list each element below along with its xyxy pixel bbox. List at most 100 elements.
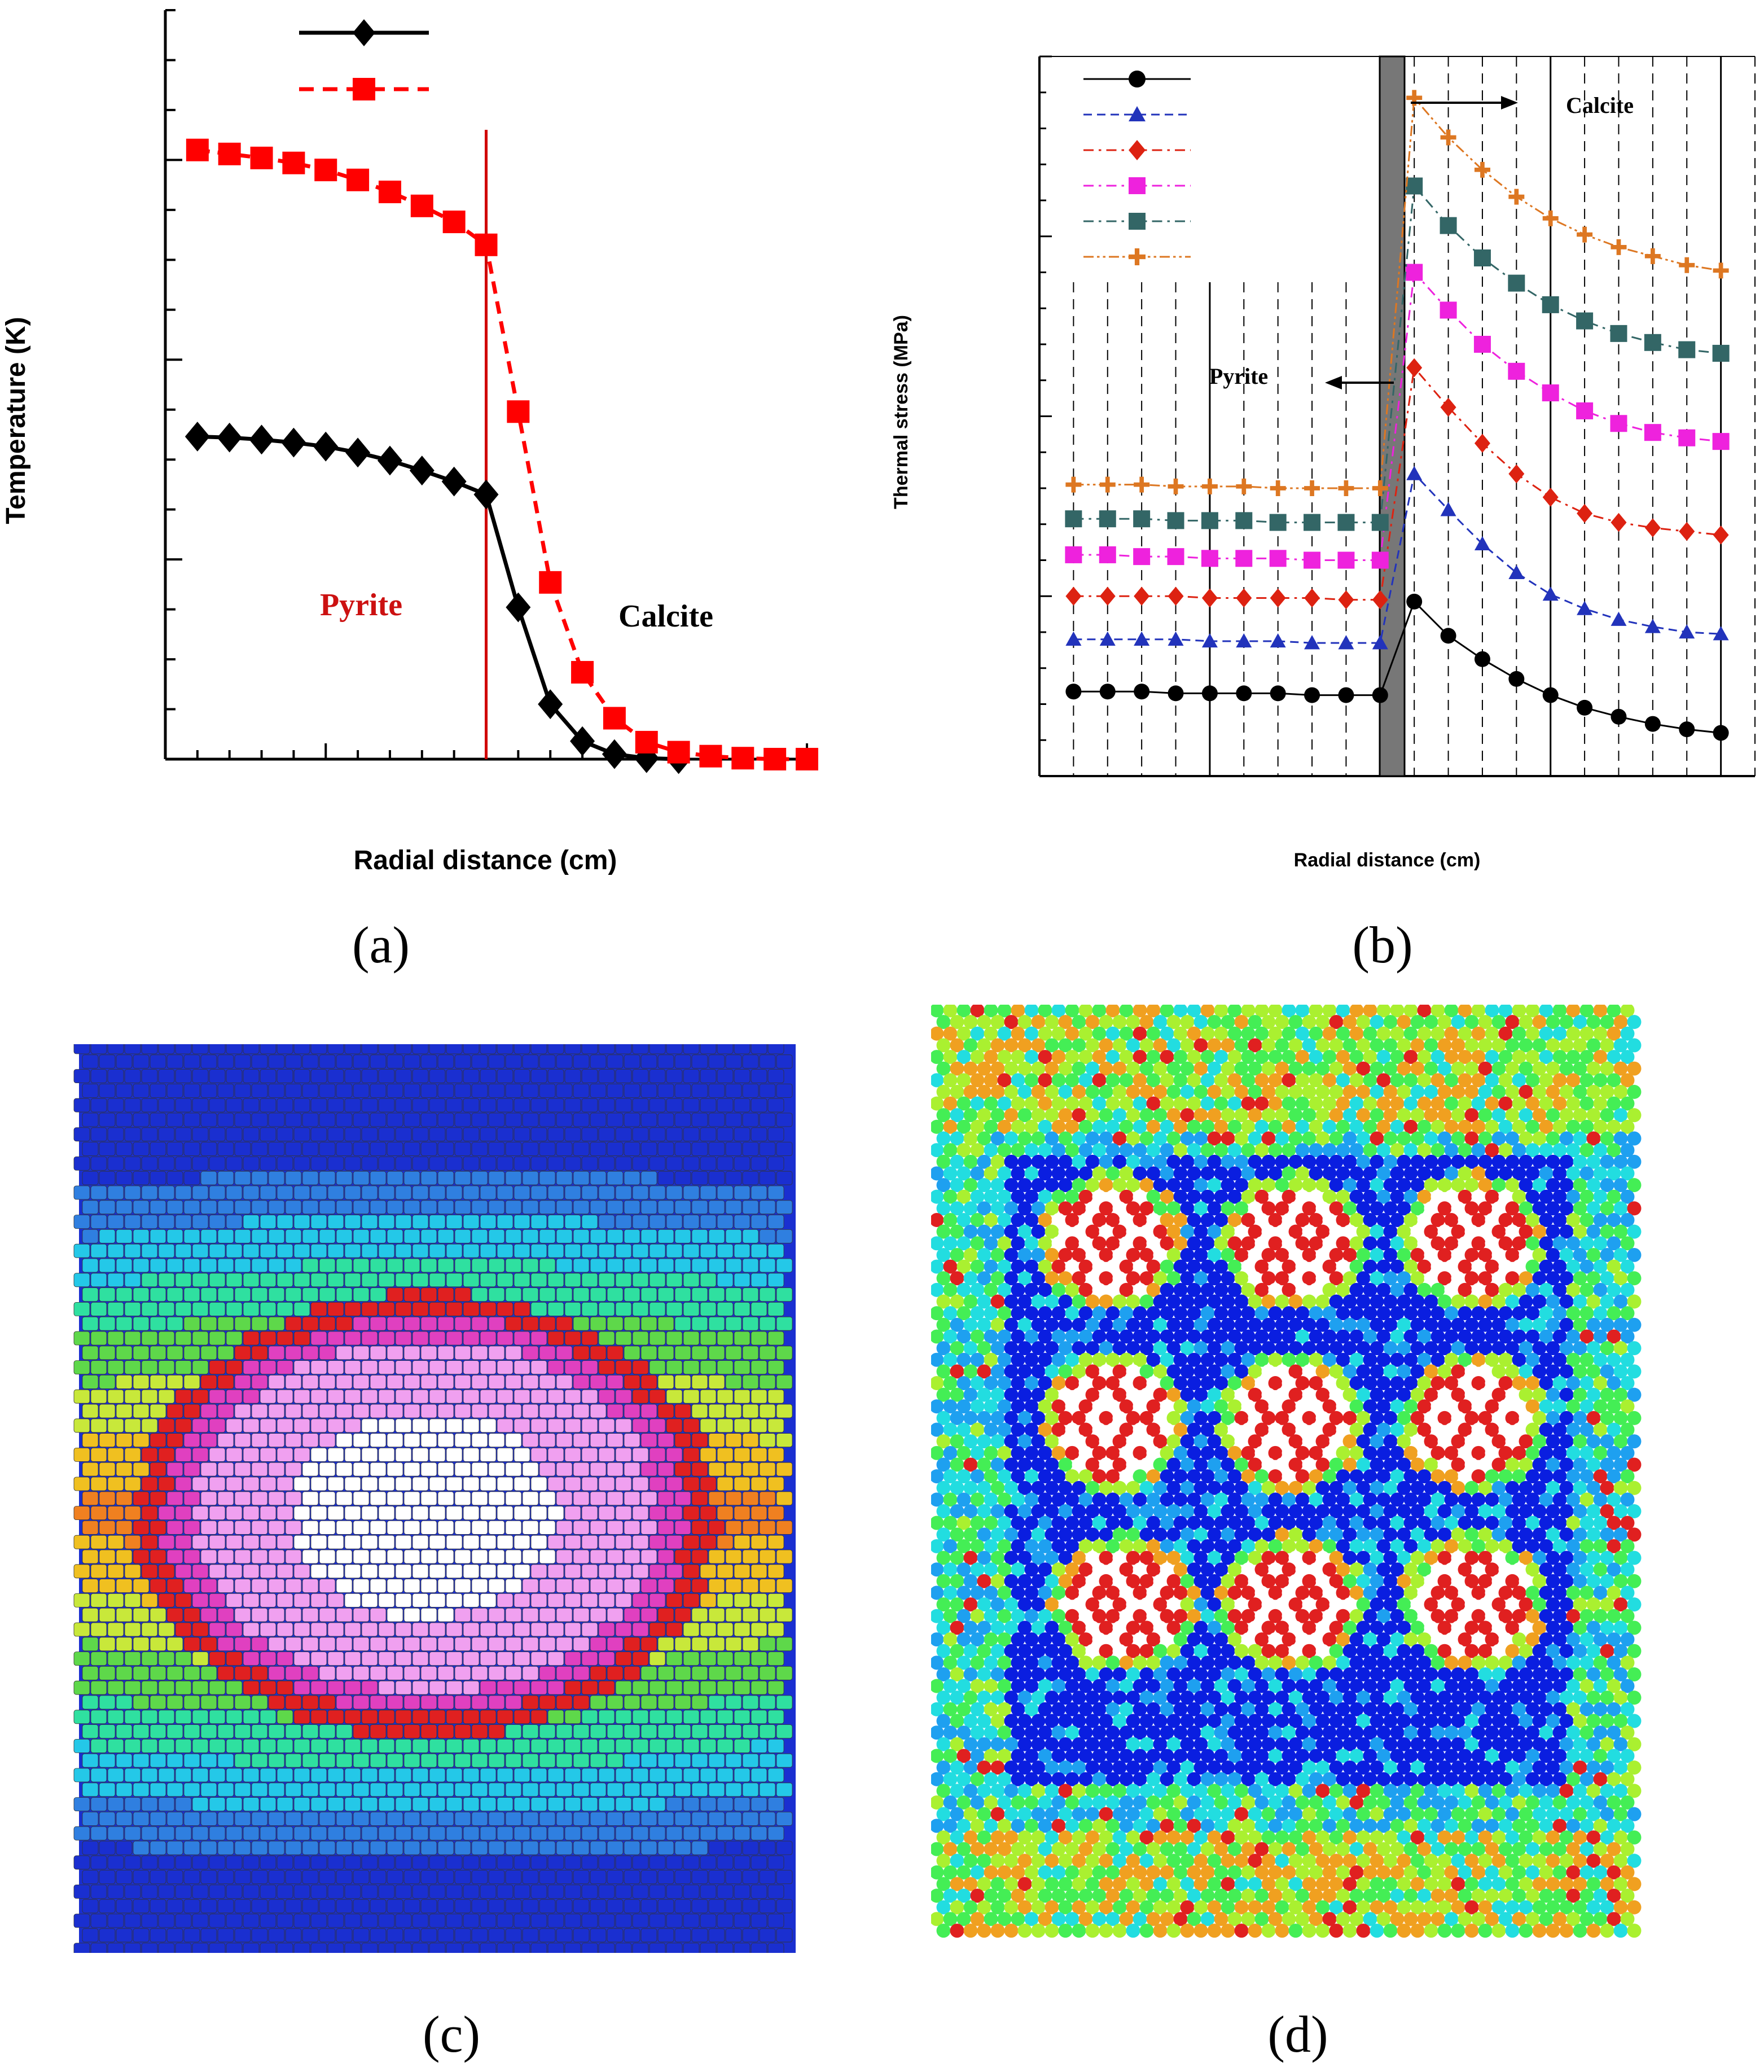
particle-cell	[683, 1710, 700, 1724]
particle-cell	[353, 1112, 370, 1127]
particle-cell	[1031, 1131, 1046, 1146]
particle-cell	[234, 1753, 251, 1768]
particle-cell	[1045, 1038, 1059, 1053]
particle-cell	[141, 1855, 158, 1870]
particle-cell	[514, 1652, 530, 1666]
particle-cell	[497, 1273, 514, 1287]
particle-cell	[1498, 1352, 1513, 1367]
particle-cell	[776, 1287, 793, 1302]
data-point-5-4	[1201, 478, 1218, 494]
particle-cell	[598, 1506, 615, 1521]
particle-cell	[463, 1069, 480, 1083]
data-point-5-0	[1065, 476, 1082, 493]
particle-cell	[708, 1229, 725, 1243]
particle-cell	[319, 1433, 336, 1448]
particle-cell	[1620, 1376, 1635, 1390]
particle-cell	[1248, 1015, 1262, 1030]
particle-cell	[1051, 1189, 1066, 1204]
particle-cell	[446, 1243, 463, 1258]
particle-cell	[1383, 1131, 1398, 1146]
particle-cell	[1139, 1317, 1154, 1332]
particle-cell	[590, 1171, 607, 1185]
particle-cell	[1552, 1213, 1567, 1227]
particle-cell	[590, 1142, 607, 1156]
particle-cell	[607, 1462, 624, 1477]
particle-cell	[116, 1142, 133, 1156]
particle-cell	[344, 1710, 361, 1724]
particle-cell	[1261, 1038, 1276, 1053]
particle-cell	[285, 1491, 302, 1506]
particle-cell	[624, 1753, 640, 1768]
particle-cell	[1268, 1119, 1283, 1134]
particle-cell	[1573, 1038, 1587, 1053]
particle-cell	[293, 1943, 310, 1953]
particle-cell	[192, 1156, 209, 1171]
particle-cell	[943, 1166, 958, 1181]
particle-cell	[1187, 1376, 1201, 1390]
particle-cell	[124, 1738, 141, 1753]
data-point-1-10	[1406, 466, 1423, 480]
particle-cell	[657, 1579, 674, 1593]
particle-cell	[1356, 1108, 1371, 1123]
particle-cell	[124, 1185, 141, 1200]
particle-cell	[1173, 1166, 1188, 1181]
particle-cell	[395, 1738, 412, 1753]
particle-cell	[1227, 1026, 1242, 1041]
particle-cell	[310, 1593, 327, 1607]
particle-cell	[1539, 1352, 1554, 1367]
particle-cell	[1403, 1005, 1418, 1018]
particle-cell	[666, 1447, 683, 1462]
particle-cell	[1525, 1096, 1540, 1111]
particle-cell	[361, 1243, 378, 1258]
particle-cell	[268, 1899, 285, 1913]
particle-cell	[217, 1491, 234, 1506]
particle-cell	[725, 1724, 742, 1739]
particle-cell	[759, 1054, 776, 1069]
particle-cell	[336, 1346, 353, 1360]
particle-cell	[1038, 1143, 1052, 1158]
particle-cell	[936, 1294, 951, 1309]
particle-cell	[1566, 1352, 1581, 1367]
particle-cell	[505, 1433, 522, 1448]
particle-cell	[234, 1404, 251, 1418]
particle-cell	[200, 1607, 217, 1622]
particle-cell	[936, 1154, 951, 1169]
particle-cell	[1342, 1224, 1357, 1239]
particle-cell	[463, 1564, 480, 1579]
data-point-0-6	[1270, 685, 1286, 702]
particle-cell	[1600, 1294, 1614, 1309]
particle-cell	[590, 1782, 607, 1797]
particle-cell	[277, 1884, 293, 1899]
particle-cell	[977, 1387, 991, 1402]
data-point-4-17	[1644, 334, 1661, 351]
particle-cell	[412, 1215, 429, 1229]
particle-cell	[1519, 1294, 1533, 1309]
particle-cell	[759, 1841, 776, 1855]
particle-cell	[403, 1142, 420, 1156]
particle-cell	[691, 1404, 708, 1418]
particle-cell	[1200, 1236, 1215, 1251]
particle-cell	[1105, 1005, 1120, 1018]
particle-cell	[310, 1098, 327, 1112]
particle-cell	[1133, 1213, 1147, 1227]
particle-cell	[615, 1302, 632, 1316]
particle-cell	[1519, 1038, 1533, 1053]
particle-cell	[183, 1287, 200, 1302]
particle-cell	[395, 1044, 412, 1054]
particle-cell	[1370, 1247, 1384, 1262]
particle-cell	[666, 1943, 683, 1953]
particle-cell	[243, 1331, 260, 1346]
particle-cell	[480, 1302, 497, 1316]
particle-cell	[420, 1433, 437, 1448]
particle-cell	[717, 1710, 734, 1724]
particle-cell	[1058, 1434, 1073, 1449]
particle-cell	[1532, 1434, 1547, 1449]
particle-cell	[590, 1549, 607, 1564]
particle-cell	[590, 1520, 607, 1535]
particle-cell	[1579, 1189, 1594, 1204]
particle-cell	[463, 1215, 480, 1229]
particle-cell	[997, 1050, 1012, 1065]
particle-cell	[437, 1374, 454, 1389]
particle-cell	[1322, 1213, 1337, 1227]
data-point-1-15	[1577, 601, 1593, 615]
